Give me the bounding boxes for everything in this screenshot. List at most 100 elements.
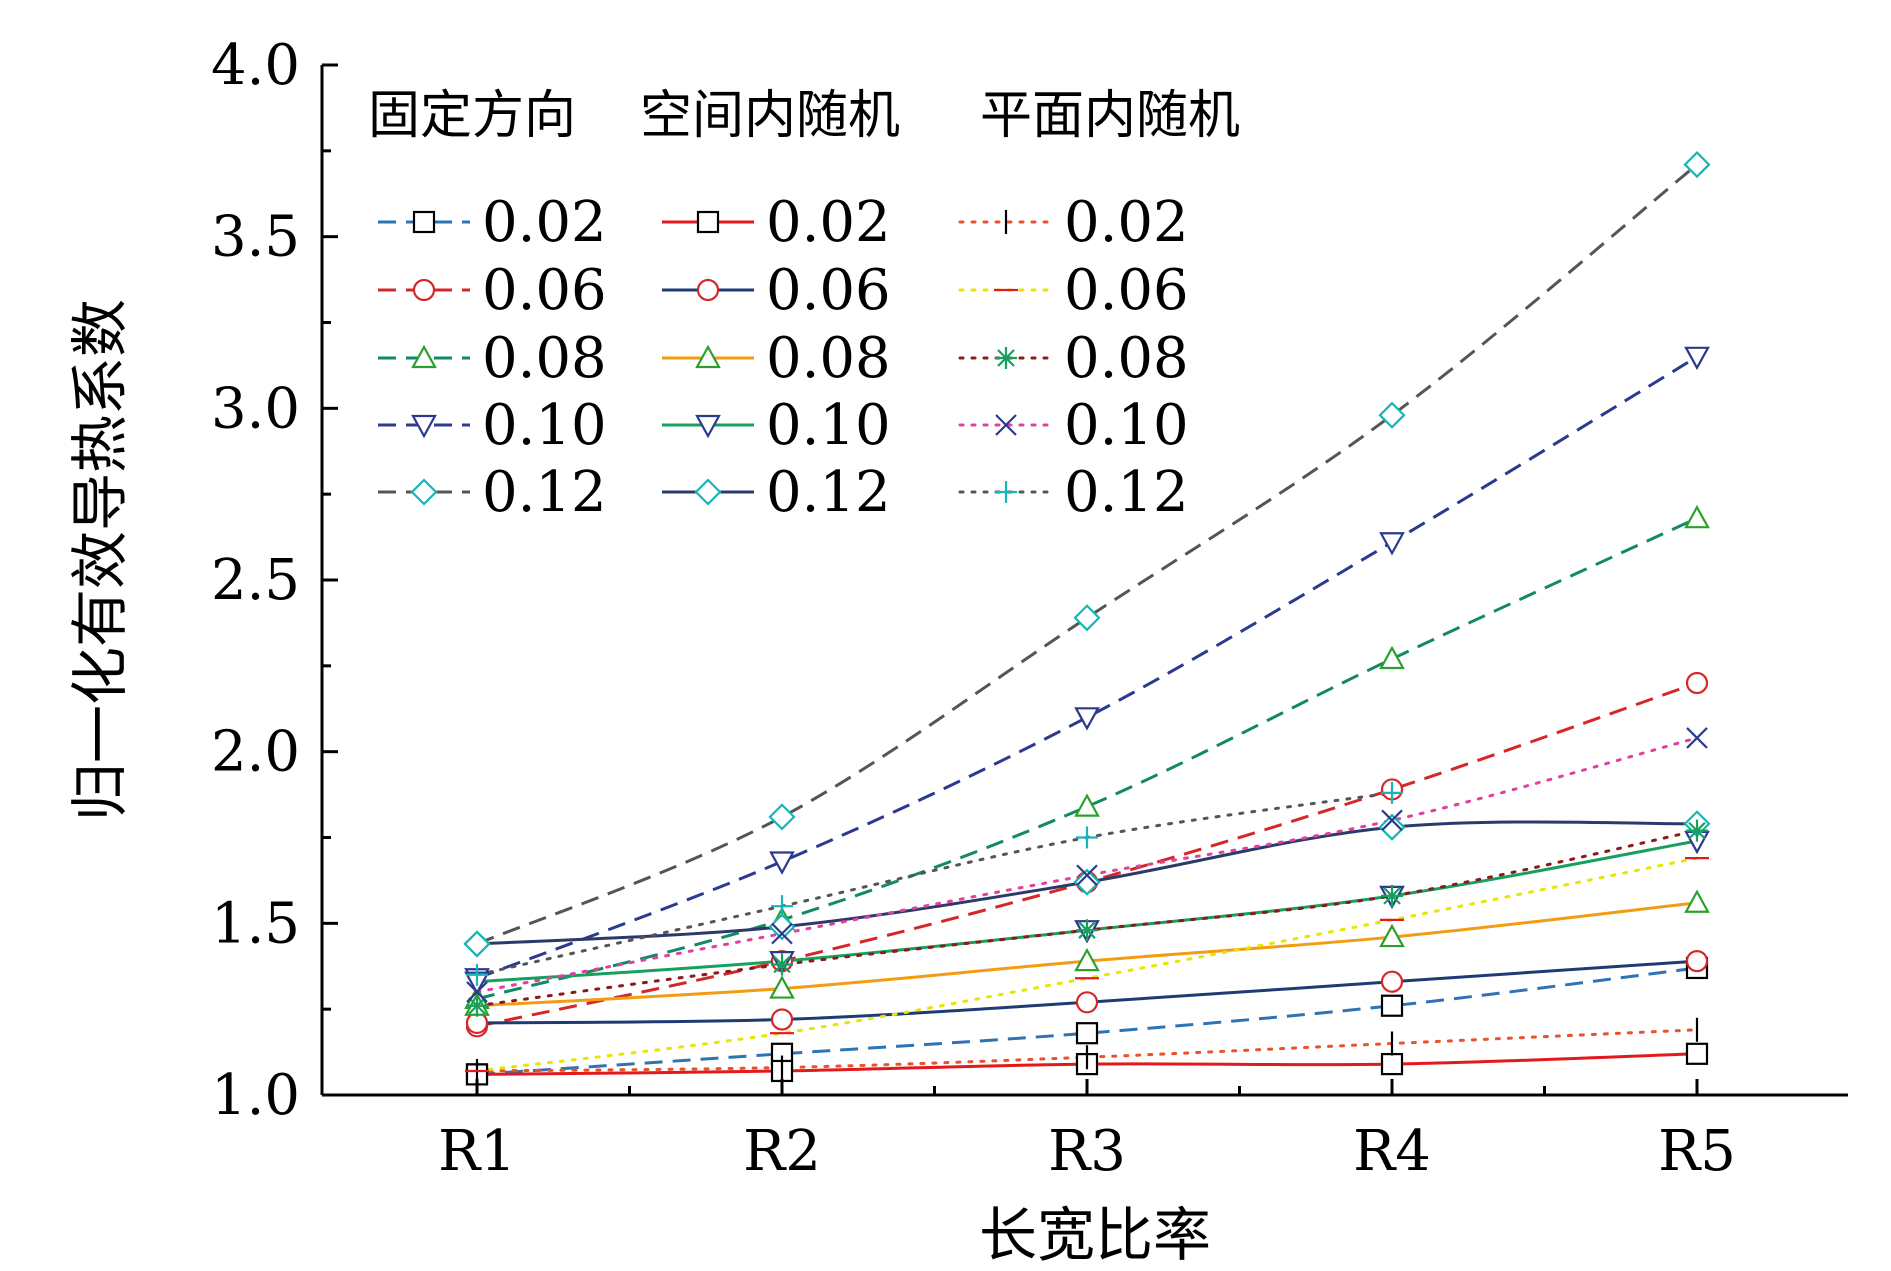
- series-2-point-3: [1379, 645, 1405, 670]
- series-line-2: [476, 516, 1698, 1001]
- legend-item-9: 0.12: [662, 460, 891, 525]
- legend-group-title-1: 空间内随机: [640, 86, 900, 146]
- x-tick-label: R1: [438, 1119, 516, 1184]
- legend-marker-0: [412, 210, 436, 234]
- x-tick-label: R4: [1353, 1119, 1431, 1184]
- series-12-point-1: [771, 953, 793, 976]
- legend-marker-13: [995, 414, 1017, 436]
- legend-marker-12: [995, 347, 1017, 369]
- legend-marker-4: [410, 478, 438, 506]
- series-7-point-3: [1379, 923, 1405, 948]
- axes-layer: 1.0 1.5 2.0 2.5 3.0 3.5 4.0 R1 R2 R3 R4 R5 长宽比率 归一化有效…: [66, 33, 1848, 1269]
- y-tick-label: 2.0: [211, 720, 300, 785]
- series-5-point-4: [1685, 1042, 1709, 1065]
- series-6-point-2: [1075, 991, 1099, 1014]
- series-4-point-1: [768, 803, 796, 831]
- x-tick-label: R5: [1658, 1119, 1736, 1184]
- legend-label-9: 0.12: [766, 460, 891, 525]
- series-12-point-4: [1686, 819, 1708, 842]
- legend-marker-2: [411, 344, 437, 369]
- x-tick-label: R2: [743, 1119, 821, 1184]
- legend-item-7: 0.08: [662, 326, 891, 391]
- series-6-point-3: [1380, 970, 1404, 993]
- legend-marker-9: [694, 478, 722, 506]
- legend-item-6: 0.06: [662, 258, 891, 323]
- y-tick-label: 1.5: [211, 891, 300, 956]
- series-14-point-0: [466, 963, 488, 986]
- series-1-point-4: [1685, 671, 1709, 695]
- x-tick-label: R3: [1048, 1119, 1126, 1184]
- legend-item-8: 0.10: [662, 393, 891, 458]
- legend-marker-8: [695, 414, 721, 439]
- legend-item-3: 0.10: [378, 393, 607, 458]
- series-line-3: [476, 355, 1698, 980]
- x-axis-title: 长宽比率: [979, 1201, 1211, 1266]
- legend-item-14: 0.12: [958, 460, 1189, 525]
- legend-item-2: 0.08: [378, 326, 607, 391]
- series-0-point-2: [1075, 1022, 1099, 1045]
- legend-item-12: 0.08: [958, 326, 1189, 391]
- legend-item-1: 0.06: [378, 258, 607, 323]
- series-13-point-1: [771, 922, 793, 945]
- series-line-11: [475, 856, 1699, 1073]
- series-13-point-3: [1381, 809, 1403, 832]
- series-9-point-2: [1073, 868, 1101, 896]
- series-markers-layer: [463, 151, 1711, 1086]
- legend-group-title-2: 平面内随机: [980, 86, 1240, 146]
- legend-item-0: 0.02: [378, 190, 607, 255]
- series-13-point-0: [466, 981, 488, 1003]
- series-2-point-2: [1074, 793, 1100, 817]
- series-3-point-1: [769, 851, 795, 875]
- legend-item-4: 0.12: [378, 460, 607, 525]
- legend-item-11: 0.06: [958, 258, 1189, 323]
- series-12-point-3: [1381, 884, 1403, 907]
- legend-label-6: 0.06: [766, 258, 891, 323]
- series-7-point-2: [1074, 947, 1100, 972]
- legend-marker-7: [695, 344, 721, 369]
- series-line-12: [475, 829, 1699, 1008]
- series-13-point-2: [1076, 864, 1098, 887]
- series-line-10: [475, 1028, 1699, 1073]
- legend-marker-14: [995, 481, 1017, 503]
- series-line-14: [475, 791, 1394, 977]
- legend-group-title-0: 固定方向: [368, 86, 576, 146]
- legend-label-4: 0.12: [482, 460, 607, 525]
- series-6-point-1: [770, 1008, 794, 1031]
- y-tick-label: 1.0: [211, 1063, 300, 1128]
- series-12-point-2: [1076, 919, 1098, 942]
- legend: 固定方向 空间内随机 平面内随机0.020.060.080.100.120.020.…: [368, 86, 1240, 525]
- legend-label-0: 0.02: [482, 190, 607, 255]
- legend-label-10: 0.02: [1064, 190, 1189, 255]
- legend-item-10: 0.02: [958, 190, 1189, 255]
- legend-item-13: 0.10: [958, 393, 1189, 458]
- legend-label-13: 0.10: [1064, 393, 1189, 458]
- y-axis-title: 归一化有效导热系数: [66, 299, 134, 821]
- series-14-point-2: [1076, 826, 1098, 849]
- y-tick-label: 3.5: [211, 205, 300, 270]
- y-tick-label: 3.0: [211, 376, 300, 441]
- series-7-point-1: [769, 975, 795, 999]
- legend-marker-5: [696, 210, 720, 234]
- series-0-point-3: [1380, 994, 1404, 1017]
- series-12-point-0: [466, 994, 488, 1017]
- series-3-point-2: [1074, 707, 1100, 731]
- series-7-point-4: [1684, 889, 1710, 913]
- series-4-point-2: [1073, 604, 1101, 632]
- series-3-point-3: [1379, 532, 1405, 556]
- legend-item-5: 0.02: [662, 190, 891, 255]
- series-13-point-4: [1686, 727, 1708, 749]
- y-tick-label: 2.5: [211, 548, 300, 613]
- legend-label-5: 0.02: [766, 190, 891, 255]
- legend-marker-1: [412, 278, 436, 302]
- legend-label-2: 0.08: [482, 326, 607, 391]
- series-9-point-3: [1378, 813, 1406, 841]
- series-2-point-4: [1684, 504, 1710, 529]
- legend-marker-6: [696, 278, 720, 302]
- series-6-point-4: [1685, 949, 1709, 973]
- series-line-0: [476, 966, 1698, 1076]
- legend-label-14: 0.12: [1064, 460, 1189, 525]
- y-tick-label: 4.0: [211, 33, 300, 98]
- legend-marker-3: [411, 414, 437, 439]
